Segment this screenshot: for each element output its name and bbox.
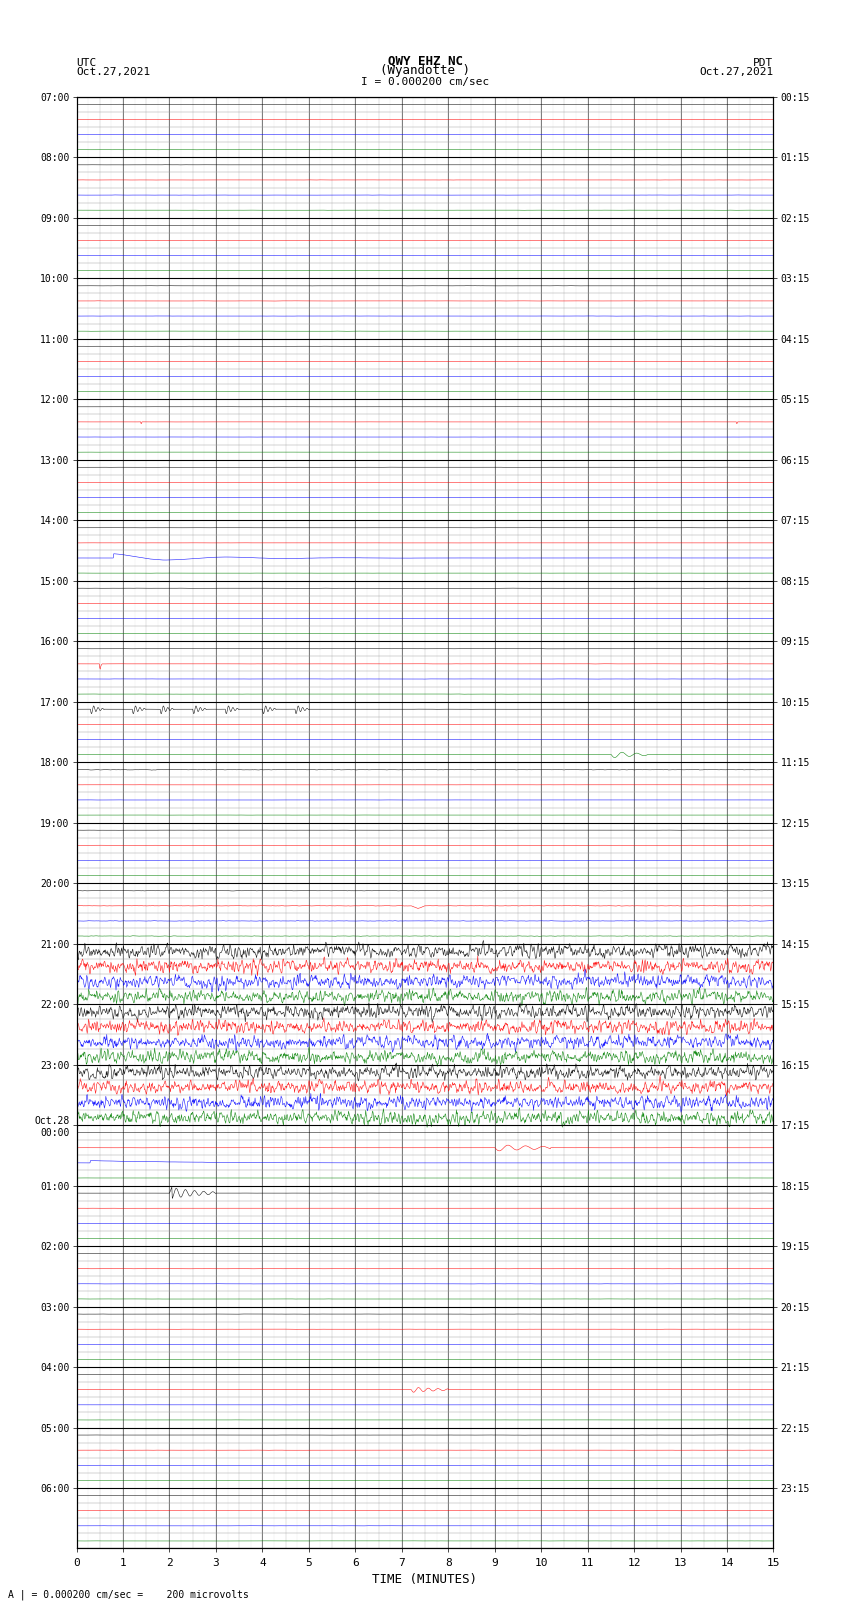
Text: PDT: PDT [753,58,774,68]
Text: Oct.27,2021: Oct.27,2021 [76,68,150,77]
Text: (Wyandotte ): (Wyandotte ) [380,65,470,77]
X-axis label: TIME (MINUTES): TIME (MINUTES) [372,1573,478,1586]
Text: A | = 0.000200 cm/sec =    200 microvolts: A | = 0.000200 cm/sec = 200 microvolts [8,1589,249,1600]
Text: UTC: UTC [76,58,97,68]
Text: I = 0.000200 cm/sec: I = 0.000200 cm/sec [361,77,489,87]
Text: QWY EHZ NC: QWY EHZ NC [388,55,462,68]
Text: Oct.27,2021: Oct.27,2021 [700,68,774,77]
